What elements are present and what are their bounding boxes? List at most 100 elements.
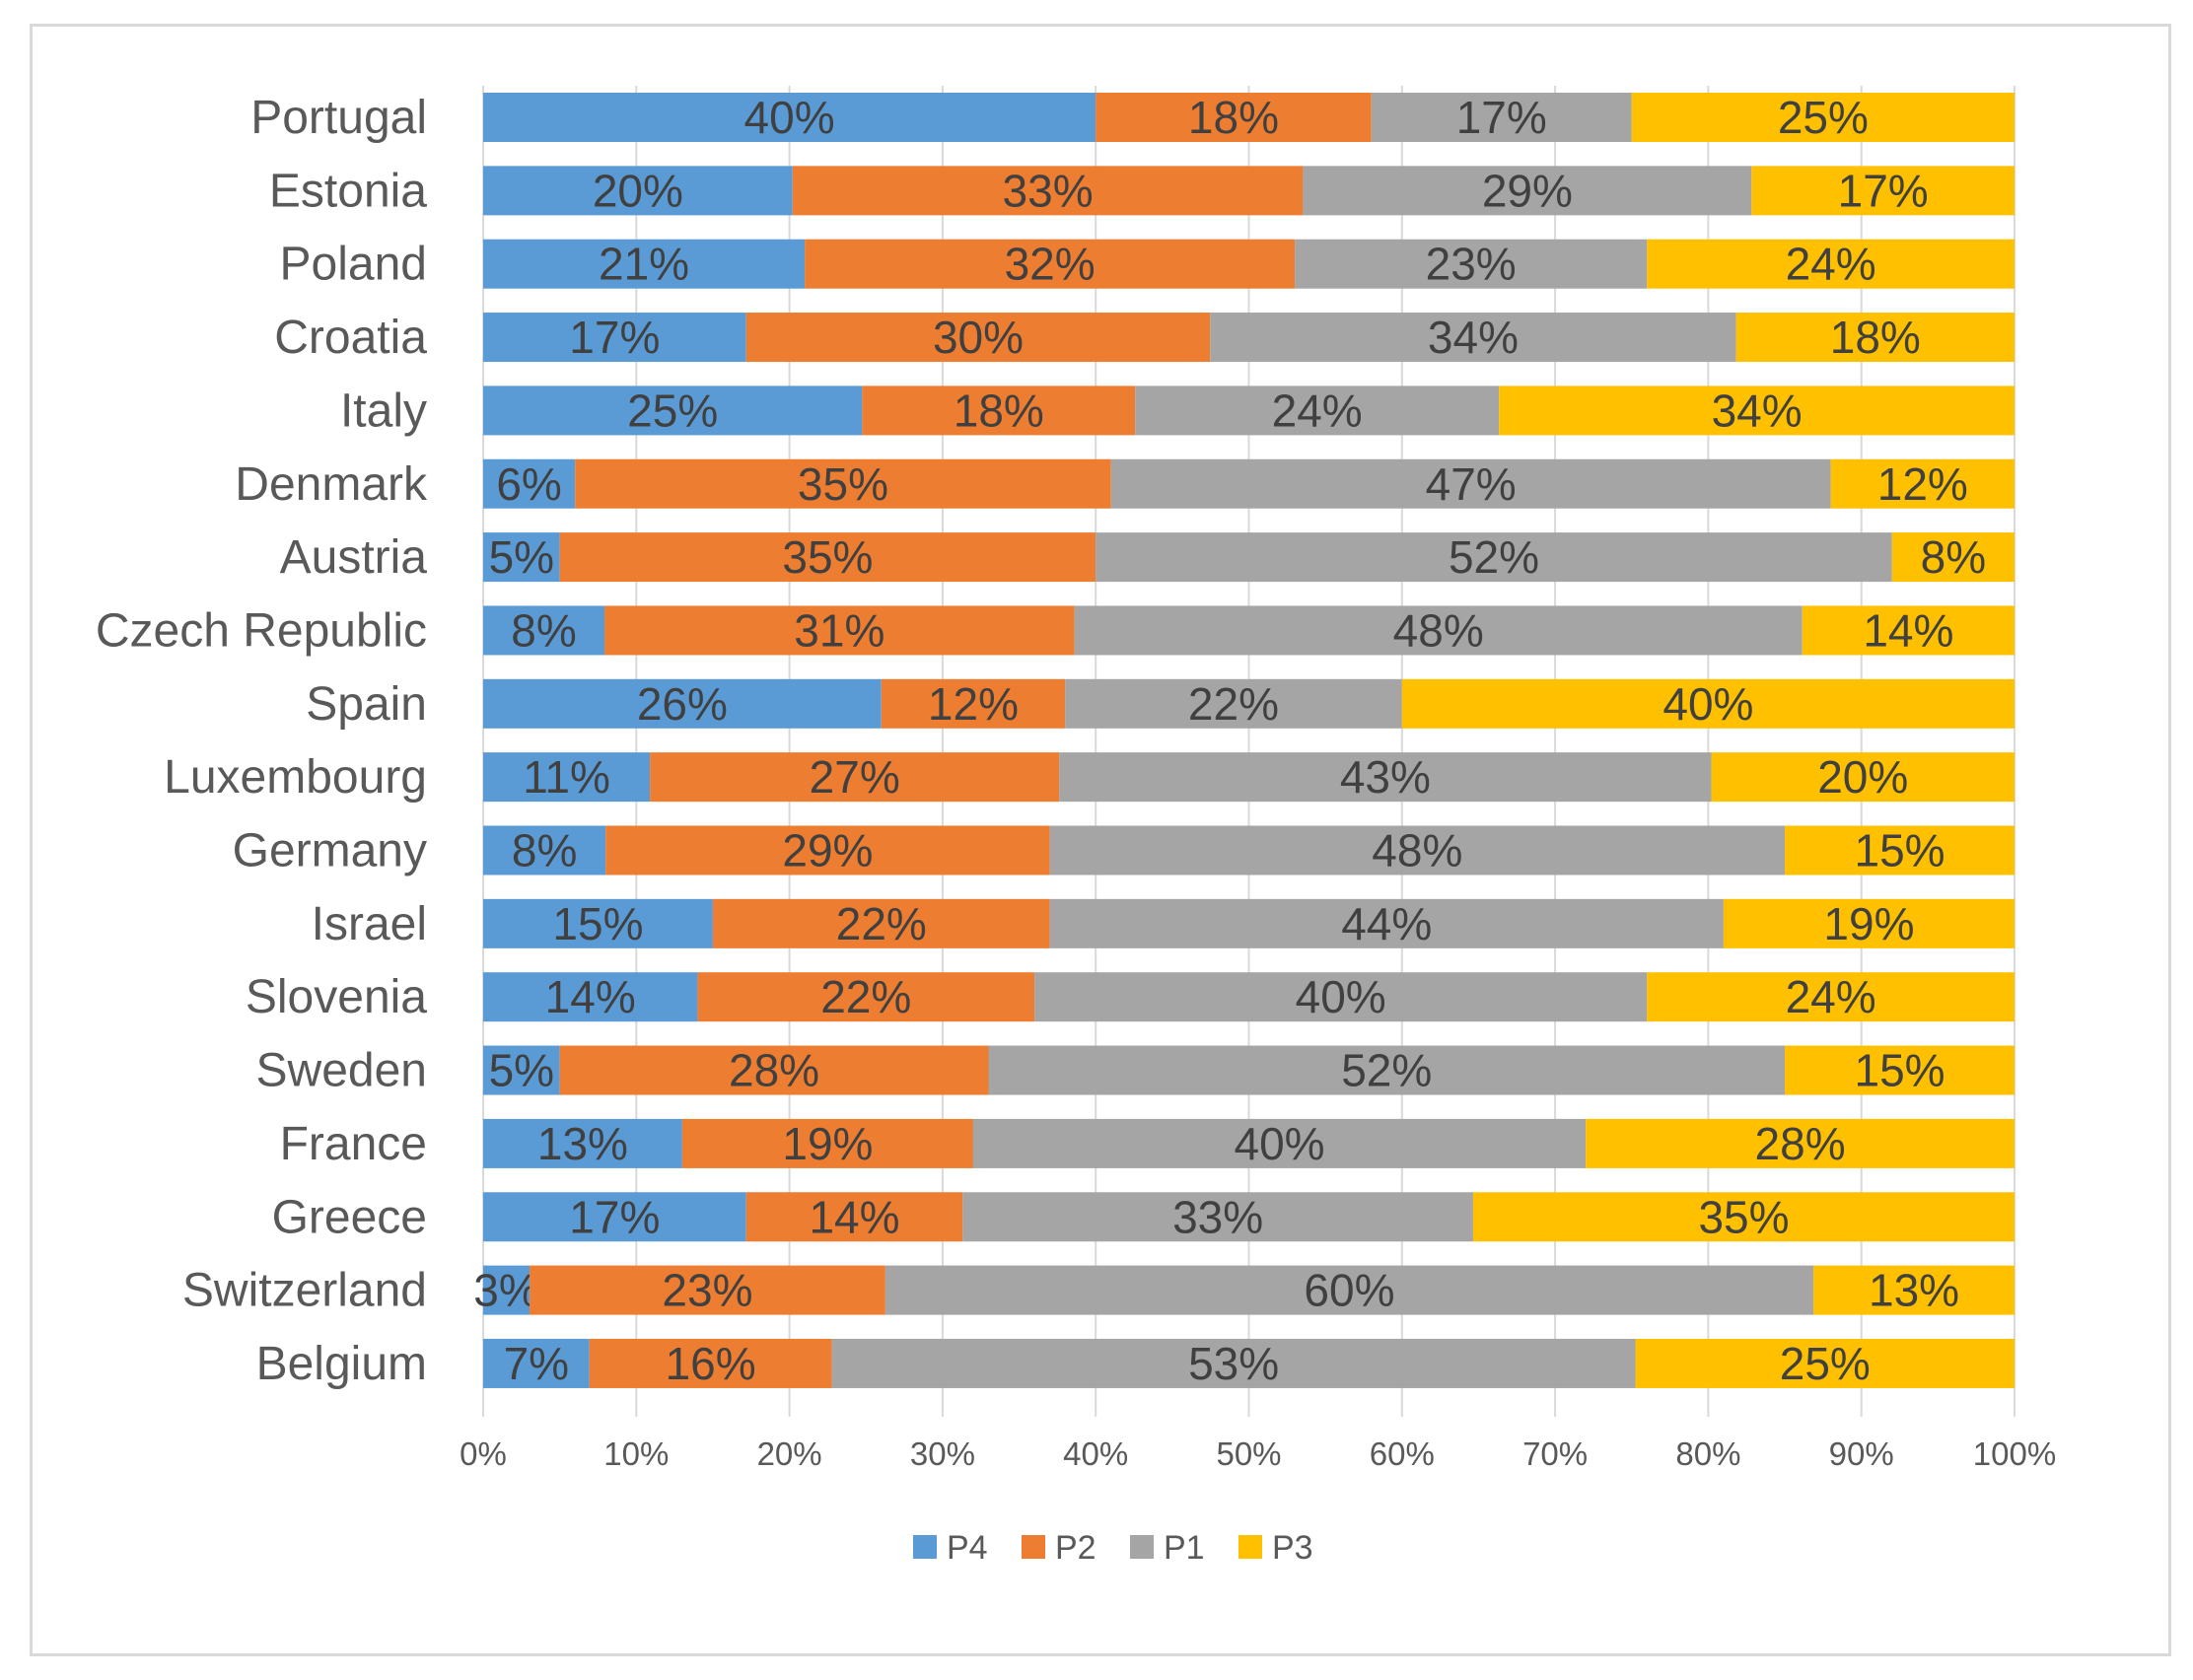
bar-row: 40% 18% 17% 25% xyxy=(483,92,2015,143)
category-label: Portugal xyxy=(250,92,427,144)
bar-segment-p3 xyxy=(1499,385,2015,436)
bar-segment-p3 xyxy=(1723,898,2015,948)
legend-item: P3 xyxy=(1238,1529,1313,1567)
data-label: 8% xyxy=(512,825,577,876)
data-label: 18% xyxy=(954,385,1044,436)
data-label: 22% xyxy=(820,971,911,1022)
data-label: 5% xyxy=(489,1045,554,1096)
data-label: 15% xyxy=(1854,1045,1945,1096)
bar-segment-p3 xyxy=(1802,605,2015,656)
legend-swatch xyxy=(913,1535,937,1559)
data-label: 15% xyxy=(552,898,643,949)
data-label: 13% xyxy=(1869,1265,1959,1316)
data-label: 31% xyxy=(794,604,884,656)
bar-segment-p2 xyxy=(559,1045,989,1095)
category-label: Croatia xyxy=(274,312,427,364)
bar-segment-p1 xyxy=(1295,239,1648,289)
bar-segment-p4 xyxy=(483,678,882,729)
data-label: 28% xyxy=(1755,1118,1846,1169)
data-label: 8% xyxy=(1921,531,1986,583)
bar-segment-p1 xyxy=(962,1192,1473,1242)
bar-segment-p1 xyxy=(1074,605,1803,656)
bar-segment-p4 xyxy=(483,825,606,875)
category-label: Germany xyxy=(233,825,427,877)
category-label: France xyxy=(280,1118,427,1170)
bar-segment-p1 xyxy=(1065,678,1402,729)
data-label: 14% xyxy=(1863,604,1953,656)
legend-swatch xyxy=(1130,1535,1154,1559)
bars: 40% 18% 17% 25% 20% 33% 29% 17% 21% 32% 23% 24% 17% 3… xyxy=(473,92,2015,1389)
bar-segment-p4 xyxy=(483,1118,682,1168)
category-label: Poland xyxy=(280,239,427,291)
data-label: 35% xyxy=(1698,1191,1789,1242)
bar-segment-p3 xyxy=(1830,458,2015,509)
legend-label: P4 xyxy=(947,1529,988,1567)
data-label: 19% xyxy=(1823,898,1914,949)
legend-item: P1 xyxy=(1130,1529,1205,1567)
x-axis-ticks: 0% 10% 20% 30% 40% 50% 60% 70% 80% 90% 100% xyxy=(460,1435,2056,1472)
data-label: 24% xyxy=(1272,385,1363,436)
bar-segment-p2 xyxy=(589,1338,832,1388)
data-label: 20% xyxy=(1817,751,1908,803)
bar-segment-p2 xyxy=(559,532,1096,583)
legend-label: P2 xyxy=(1055,1529,1096,1567)
bar-segment-p3 xyxy=(1631,93,2015,142)
legend-swatch xyxy=(1022,1535,1045,1559)
x-tick-label: 100% xyxy=(1973,1435,2056,1472)
bar-row: 25% 18% 24% 34% xyxy=(483,385,2015,436)
bar-segment-p2 xyxy=(862,385,1136,436)
bar-segment-p4 xyxy=(483,239,806,289)
stacked-bar-chart: 40% 18% 17% 25% 20% 33% 29% 17% 21% 32% 23% 24% 17% 3… xyxy=(96,86,2056,1567)
x-tick-label: 90% xyxy=(1829,1435,1894,1472)
data-label: 32% xyxy=(1005,239,1096,290)
bar-row: 7% 16% 53% 25% xyxy=(483,1338,2015,1389)
legend: P4 P2 P1 P3 xyxy=(913,1529,1313,1567)
data-label: 34% xyxy=(1428,312,1519,363)
data-label: 35% xyxy=(798,458,888,510)
bar-segment-p4 xyxy=(483,385,863,436)
bar-segment-p3 xyxy=(1813,1265,2015,1315)
category-label: Italy xyxy=(340,385,427,437)
data-label: 40% xyxy=(744,92,835,143)
data-label: 52% xyxy=(1449,531,1539,583)
x-tick-label: 0% xyxy=(460,1435,507,1472)
data-label: 34% xyxy=(1712,385,1803,436)
data-label: 44% xyxy=(1341,898,1432,949)
legend-item: P4 xyxy=(913,1529,988,1567)
bar-segment-p1 xyxy=(1049,825,1786,875)
bar-segment-p4 xyxy=(483,752,651,803)
data-label: 25% xyxy=(1778,92,1869,143)
bar-row: 20% 33% 29% 17% xyxy=(483,165,2015,216)
bar-row: 6% 35% 47% 12% xyxy=(483,458,2015,510)
bar-row: 13% 19% 40% 28% xyxy=(483,1118,2015,1169)
bar-segment-p2 xyxy=(1096,93,1372,142)
legend-item: P2 xyxy=(1022,1529,1096,1567)
data-label: 8% xyxy=(511,604,576,656)
category-label: Switzerland xyxy=(182,1265,427,1317)
data-label: 40% xyxy=(1662,678,1753,730)
data-label: 17% xyxy=(1838,165,1929,216)
bar-segment-p1 xyxy=(1096,532,1892,583)
bar-row: 8% 31% 48% 14% xyxy=(483,604,2015,656)
bar-segment-p1 xyxy=(1303,166,1752,216)
data-label: 15% xyxy=(1854,825,1945,876)
x-tick-label: 10% xyxy=(603,1435,669,1472)
category-label: Estonia xyxy=(269,165,427,217)
x-tick-label: 30% xyxy=(910,1435,975,1472)
bar-segment-p1 xyxy=(1210,313,1736,363)
bar-row: 14% 22% 40% 24% xyxy=(483,971,2015,1022)
bar-segment-p1 xyxy=(1110,458,1831,509)
bar-segment-p2 xyxy=(530,1265,885,1315)
data-label: 19% xyxy=(782,1118,873,1169)
bar-segment-p4 xyxy=(483,605,605,656)
data-label: 27% xyxy=(810,751,900,803)
data-label: 33% xyxy=(1172,1191,1263,1242)
bar-segment-p2 xyxy=(745,313,1211,363)
legend-swatch xyxy=(1238,1535,1262,1559)
bar-segment-p3 xyxy=(1891,532,2015,583)
bar-segment-p3 xyxy=(1472,1192,2015,1242)
category-label: Belgium xyxy=(256,1338,427,1390)
data-label: 17% xyxy=(569,1191,660,1242)
data-label: 20% xyxy=(593,165,683,216)
bar-segment-p1 xyxy=(972,1118,1587,1168)
